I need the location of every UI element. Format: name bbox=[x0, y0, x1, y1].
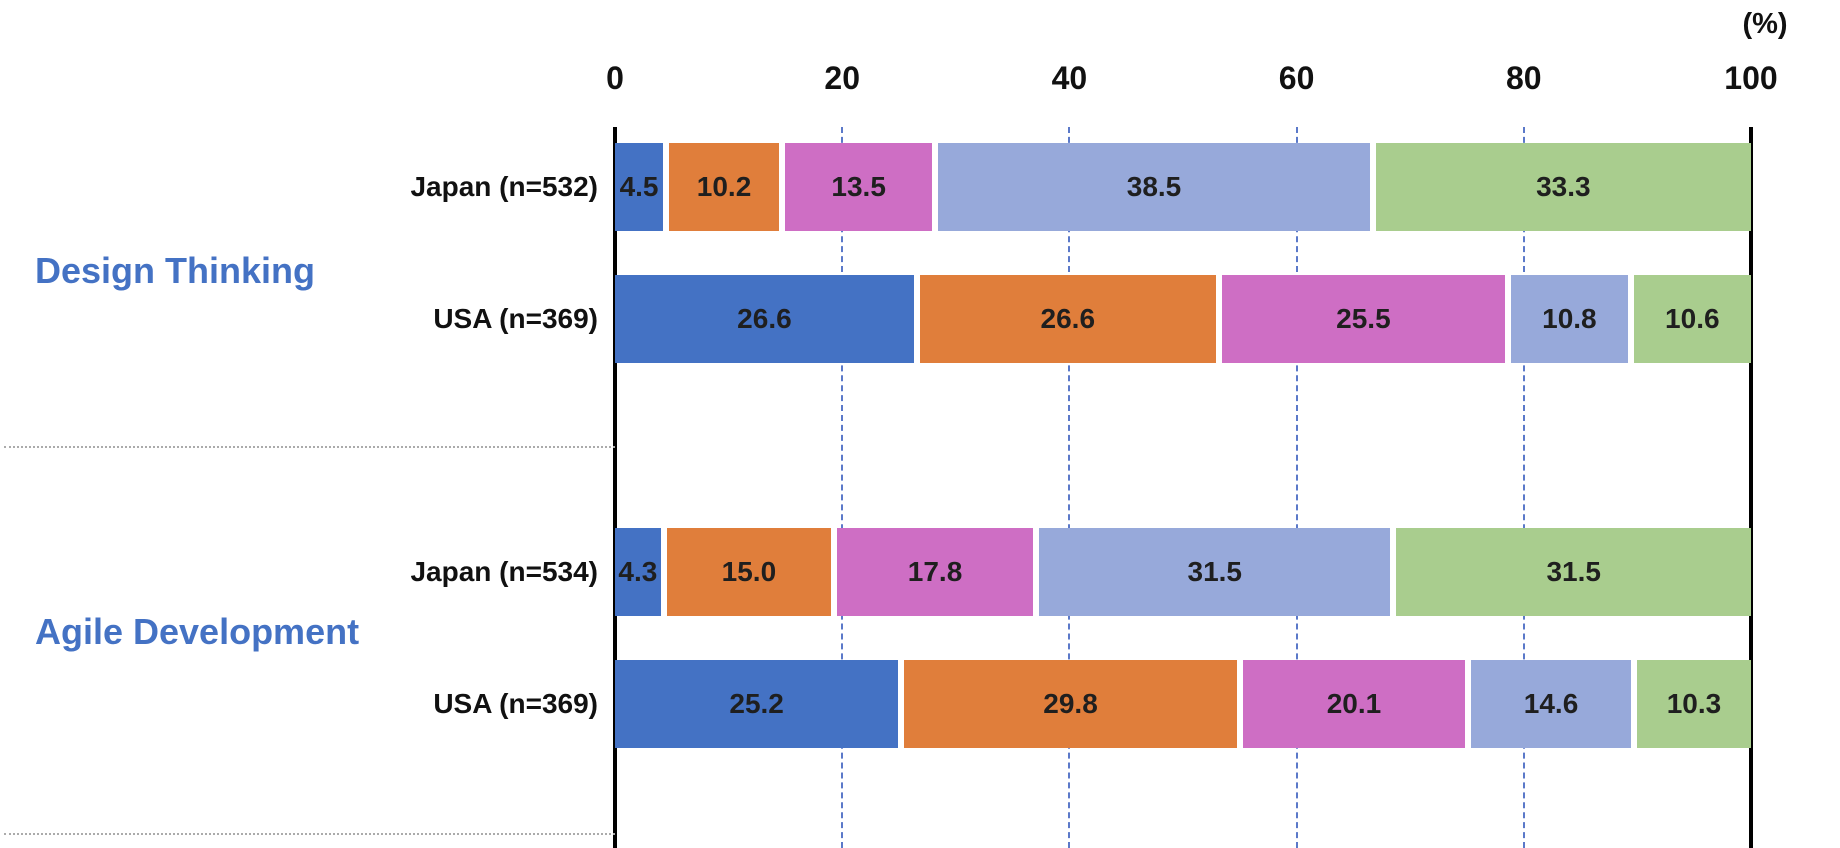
bar-segment: 26.6 bbox=[615, 275, 917, 363]
bar-segment: 14.6 bbox=[1468, 660, 1634, 748]
bar-segment-value: 31.5 bbox=[1187, 556, 1243, 587]
bar-row: 4.3 15.0 17.8 31.5 31.5 bbox=[615, 528, 1751, 616]
bar-segment-value: 17.8 bbox=[907, 556, 963, 587]
bar-segment: 20.1 bbox=[1239, 660, 1469, 748]
bar-segment: 26.6 bbox=[916, 275, 1219, 363]
bar-segment-value: 10.8 bbox=[1542, 303, 1597, 334]
category-label: Design Thinking bbox=[35, 250, 316, 291]
bar-segment: 15.0 bbox=[663, 528, 835, 616]
bar-segment-value: 33.3 bbox=[1536, 171, 1591, 202]
bar-segment: 4.5 bbox=[615, 143, 667, 231]
bar-row: 26.6 26.6 25.5 10.8 10.6 bbox=[615, 275, 1751, 363]
bar-segment: 38.5 bbox=[935, 143, 1373, 231]
bar-segment-value: 26.6 bbox=[1040, 303, 1096, 334]
bar-segment-value: 10.2 bbox=[696, 171, 752, 202]
bar-segment: 29.8 bbox=[901, 660, 1240, 748]
gridline-80 bbox=[1522, 127, 1525, 848]
bar-segment: 31.5 bbox=[1393, 528, 1751, 616]
bar-segment: 10.2 bbox=[666, 143, 782, 231]
category-label: Agile Development bbox=[35, 611, 360, 652]
bar-segment: 10.6 bbox=[1630, 275, 1751, 363]
x-axis-tick-label: 0 bbox=[606, 60, 624, 96]
bar-row-label: Japan (n=532) bbox=[410, 171, 598, 202]
bar-segment-value: 14.6 bbox=[1523, 688, 1579, 719]
bar-segment-value: 25.5 bbox=[1336, 303, 1391, 334]
bar-segment-value: 10.6 bbox=[1665, 303, 1720, 334]
bar-segment: 25.2 bbox=[615, 660, 902, 748]
bar-segment-value: 10.3 bbox=[1666, 688, 1722, 719]
x-axis-tick-label: 100 bbox=[1724, 60, 1778, 96]
category-separator-line bbox=[4, 446, 615, 448]
bar-segment-value: 4.5 bbox=[619, 171, 659, 202]
x-axis-tick-label: 80 bbox=[1506, 60, 1542, 96]
bar-segment-value: 20.1 bbox=[1326, 688, 1382, 719]
bar-segment-value: 29.8 bbox=[1043, 688, 1098, 719]
bar-segment-value: 13.5 bbox=[831, 171, 886, 202]
bar-segment-value: 25.2 bbox=[729, 688, 784, 719]
bar-segment-value: 26.6 bbox=[737, 303, 792, 334]
bar-row: 4.5 10.2 13.5 38.5 33.3 bbox=[615, 143, 1751, 231]
bar-segment: 25.5 bbox=[1218, 275, 1509, 363]
x-axis-tick-label: 20 bbox=[824, 60, 860, 96]
bar-row-label: USA (n=369) bbox=[433, 303, 598, 334]
gridline-60 bbox=[1295, 127, 1298, 848]
x-axis-tick-label: 60 bbox=[1278, 60, 1315, 96]
gridline-40 bbox=[1068, 127, 1071, 848]
bar-segment: 4.3 bbox=[615, 528, 664, 616]
bar-row: 25.2 29.8 20.1 14.6 10.3 bbox=[615, 660, 1751, 748]
y-axis-baseline bbox=[613, 127, 617, 848]
axis-max-line bbox=[1749, 127, 1753, 848]
bar-segment-value: 4.3 bbox=[618, 556, 658, 587]
bar-segment-value: 31.5 bbox=[1546, 556, 1601, 587]
bar-row-label: USA (n=369) bbox=[433, 688, 598, 719]
bar-segment: 10.8 bbox=[1508, 275, 1631, 363]
bar-segment: 13.5 bbox=[781, 143, 936, 231]
bar-row-label: Japan (n=534) bbox=[410, 556, 598, 587]
x-axis-tick-label: 40 bbox=[1051, 60, 1088, 96]
bar-segment: 10.3 bbox=[1633, 660, 1751, 748]
bar-segment-value: 38.5 bbox=[1126, 171, 1182, 202]
bar-segment: 17.8 bbox=[834, 528, 1037, 616]
axis-unit-label: (%) bbox=[1742, 8, 1788, 40]
bar-segment-value: 15.0 bbox=[721, 556, 777, 587]
bar-segment: 31.5 bbox=[1036, 528, 1394, 616]
category-separator-line bbox=[4, 833, 615, 835]
gridline-20 bbox=[841, 127, 844, 848]
bar-segment: 33.3 bbox=[1372, 143, 1751, 231]
